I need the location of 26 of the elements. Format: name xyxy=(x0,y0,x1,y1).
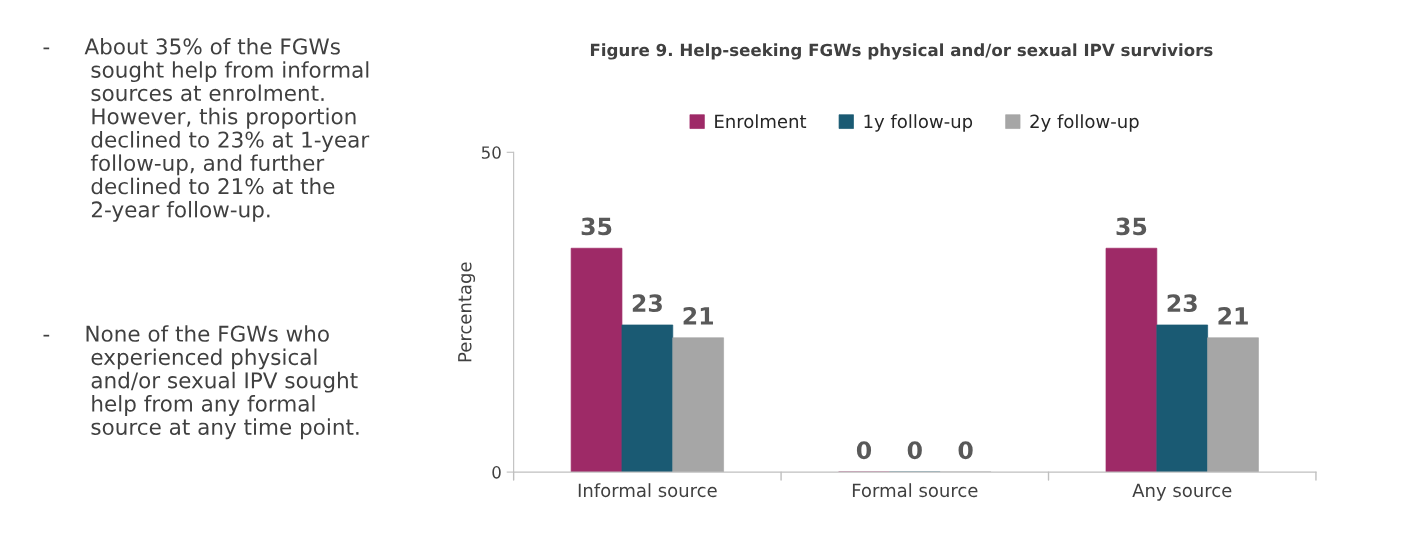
bar xyxy=(1207,337,1259,473)
chart-title: Figure 9. Help-seeking FGWs physical and/or sexual IPV surviviors xyxy=(590,43,1213,60)
y-axis-title: Percentage xyxy=(458,262,476,362)
bar xyxy=(672,337,724,473)
data-label: 23 xyxy=(1167,294,1197,313)
x-tick-label: Informal source xyxy=(578,483,717,498)
data-label: 35 xyxy=(1116,217,1147,236)
legend-label: 1y follow-up xyxy=(864,114,973,132)
bar xyxy=(1105,247,1158,473)
data-label: 0 xyxy=(958,441,973,460)
x-tick-label: Any source xyxy=(1132,483,1232,501)
legend-label: 2y follow-up xyxy=(1030,114,1139,132)
data-label: 0 xyxy=(907,441,922,460)
bar xyxy=(570,247,623,473)
data-label: 0 xyxy=(856,441,872,460)
x-tick-label: Formal source xyxy=(852,483,978,498)
bar xyxy=(621,324,674,473)
y-tick-label: 50 xyxy=(481,146,501,159)
data-label: 23 xyxy=(632,294,662,313)
data-label: 21 xyxy=(683,307,713,325)
legend-label: Enrolment xyxy=(715,114,807,129)
data-label: 21 xyxy=(1218,307,1248,325)
text: - About 35% of the FGWs sought help from informal sources at enrolment. However, this proportion declined to 23% at 1-year follow-up, and further declined to 21% at the 2-year follow-up. xyxy=(43,37,370,222)
text: - None of the FGWs who experienced physical and/or sexual IPV sought help from any formal source at any time point. xyxy=(43,325,359,440)
data-label: 35 xyxy=(581,217,612,236)
bar xyxy=(1156,324,1208,473)
